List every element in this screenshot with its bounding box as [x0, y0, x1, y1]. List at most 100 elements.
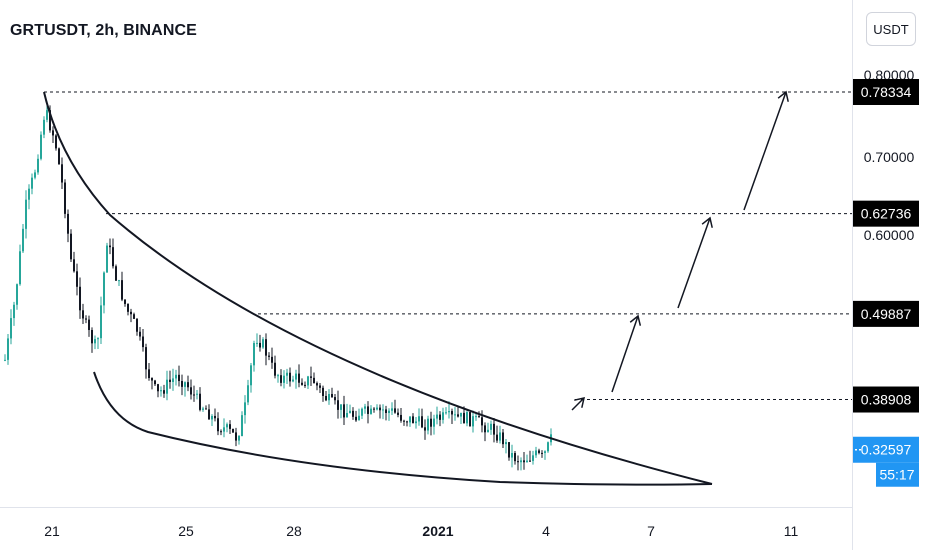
- candle-body: [310, 376, 312, 378]
- candle-body: [457, 414, 459, 417]
- candle-body: [421, 416, 423, 428]
- current-price-bg: [853, 436, 919, 463]
- candle-body: [226, 424, 228, 428]
- candle-body: [256, 342, 258, 344]
- candle-body: [157, 384, 159, 392]
- candle-body: [505, 442, 507, 445]
- candle-body: [19, 251, 21, 285]
- candle-body: [232, 428, 234, 433]
- candle-body: [214, 415, 216, 419]
- candle-body: [76, 271, 78, 287]
- candle-body: [301, 382, 303, 385]
- time-axis: 21 25 28 2021 4 7 11: [44, 523, 798, 539]
- candle-body: [442, 412, 444, 420]
- candle-body: [7, 338, 9, 360]
- candle-body: [295, 373, 297, 380]
- chart-title: GRTUSDT, 2h, BINANCE: [10, 22, 197, 39]
- projection-arrow: [571, 397, 585, 411]
- candle-body: [208, 409, 210, 420]
- candle-body: [142, 336, 144, 348]
- candle-body: [316, 383, 318, 386]
- wedge-lower-curve: [93, 371, 713, 486]
- candle-body: [70, 233, 72, 260]
- candle-body: [385, 409, 387, 414]
- candle-body: [73, 259, 75, 272]
- candle-body: [133, 314, 135, 319]
- candle-body: [325, 395, 327, 401]
- candlestick-series: [4, 100, 552, 471]
- candle-body: [469, 412, 471, 427]
- candle-body: [109, 245, 111, 248]
- candle-body: [121, 280, 123, 300]
- candle-body: [403, 420, 405, 422]
- candle-body: [55, 135, 57, 149]
- candle-body: [283, 375, 285, 383]
- candle-body: [397, 412, 399, 415]
- candle-body: [94, 339, 96, 344]
- candle-body: [298, 373, 300, 383]
- candle-body: [343, 404, 345, 418]
- candle-body: [358, 415, 360, 421]
- falling-wedge-pattern: [43, 91, 713, 486]
- projection-arrow: [743, 91, 787, 211]
- candle-body: [217, 418, 219, 432]
- candle-body: [196, 393, 198, 395]
- candle-body: [148, 369, 150, 379]
- candle-body: [136, 318, 138, 332]
- candle-body: [304, 384, 306, 386]
- candle-body: [154, 380, 156, 385]
- candle-body: [127, 303, 129, 312]
- candle-body: [520, 460, 522, 463]
- wedge-upper-curve: [43, 91, 713, 485]
- candle-body: [85, 318, 87, 320]
- candle-body: [286, 372, 288, 376]
- current-price-label: 0.32597: [861, 442, 912, 458]
- candle-body: [388, 410, 390, 414]
- candle-body: [202, 408, 204, 410]
- candle-body: [379, 407, 381, 411]
- time-axis-border: [0, 507, 852, 508]
- candle-body: [43, 119, 45, 135]
- candle-body: [412, 416, 414, 424]
- candle-body: [223, 427, 225, 432]
- candle-body: [319, 385, 321, 388]
- candle-body: [466, 412, 468, 424]
- candle-body: [526, 460, 528, 463]
- candle-body: [436, 414, 438, 419]
- candle-body: [433, 418, 435, 427]
- candle-body: [532, 455, 534, 461]
- currency-button[interactable]: USDT: [866, 12, 916, 46]
- candle-body: [406, 421, 408, 423]
- candle-body: [424, 427, 426, 431]
- candle-body: [205, 408, 207, 410]
- candle-body: [481, 417, 483, 426]
- candle-body: [181, 381, 183, 387]
- level-label-bg: [853, 78, 919, 105]
- candle-body: [346, 412, 348, 418]
- time-tick-label: 25: [178, 523, 194, 539]
- candle-body: [394, 408, 396, 413]
- projection-arrow-head: [574, 397, 585, 408]
- candle-body: [106, 245, 108, 273]
- candle-body: [190, 387, 192, 395]
- candle-body: [16, 284, 18, 305]
- level-label: 0.49887: [861, 306, 912, 322]
- candle-body: [49, 110, 51, 131]
- candle-body: [376, 407, 378, 410]
- candle-body: [271, 356, 273, 363]
- time-tick-label: 2021: [422, 523, 453, 539]
- candle-body: [292, 379, 294, 382]
- candle-body: [418, 416, 420, 422]
- level-label: 0.62736: [861, 206, 912, 222]
- candle-body: [268, 355, 270, 357]
- candle-body: [235, 432, 237, 441]
- candle-body: [337, 400, 339, 410]
- candle-body: [220, 431, 222, 433]
- candle-body: [352, 410, 354, 417]
- candle-body: [499, 432, 501, 441]
- candle-body: [451, 411, 453, 415]
- candle-body: [259, 342, 261, 348]
- candle-body: [175, 374, 177, 379]
- candle-body: [400, 414, 402, 421]
